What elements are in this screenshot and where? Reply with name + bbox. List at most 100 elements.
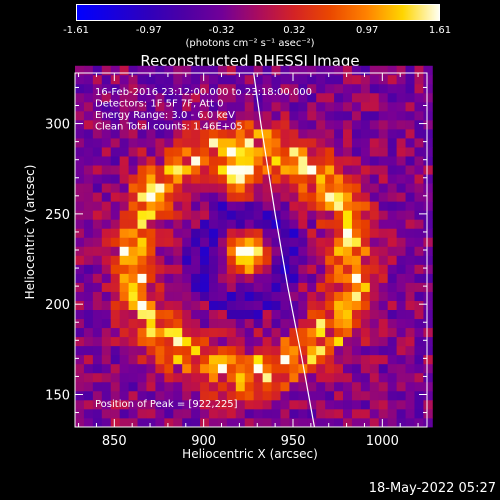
heatmap-cell bbox=[262, 65, 272, 76]
heatmap-cell bbox=[128, 291, 138, 301]
heatmap-cell bbox=[75, 128, 85, 139]
heatmap-cell bbox=[191, 336, 201, 347]
heatmap-cell bbox=[334, 336, 344, 347]
heatmap-cell bbox=[137, 345, 147, 356]
heatmap-cell bbox=[217, 228, 228, 238]
heatmap-cell bbox=[226, 246, 237, 256]
heatmap-cell bbox=[209, 345, 219, 356]
heatmap-cell bbox=[209, 147, 219, 157]
heatmap-cell bbox=[253, 282, 264, 292]
heatmap-cell bbox=[92, 327, 103, 338]
heatmap-cell bbox=[405, 363, 415, 374]
heatmap-cell bbox=[307, 282, 317, 292]
heatmap-cell bbox=[387, 309, 398, 320]
heatmap-cell bbox=[325, 363, 335, 374]
heatmap-cell bbox=[209, 300, 219, 311]
heatmap-cell bbox=[200, 219, 210, 229]
heatmap-cell bbox=[307, 300, 317, 311]
heatmap-cell bbox=[137, 65, 147, 76]
heatmap-cell bbox=[378, 165, 389, 175]
heatmap-cell bbox=[289, 237, 299, 247]
heatmap-cell bbox=[75, 74, 85, 85]
heatmap-cell bbox=[75, 318, 85, 329]
heatmap-cell bbox=[164, 363, 174, 374]
heatmap-cell bbox=[360, 83, 371, 94]
heatmap-cell bbox=[280, 201, 290, 211]
heatmap-cell bbox=[191, 345, 201, 356]
heatmap-cell bbox=[101, 147, 112, 157]
heatmap-cell bbox=[226, 201, 237, 211]
heatmap-cell bbox=[119, 372, 130, 383]
heatmap-cell bbox=[155, 309, 165, 320]
heatmap-cell bbox=[128, 147, 138, 157]
heatmap-cell bbox=[173, 74, 183, 85]
heatmap-cell bbox=[244, 354, 255, 365]
heatmap-cell bbox=[191, 201, 201, 211]
heatmap-cell bbox=[200, 345, 210, 356]
heatmap-cell bbox=[334, 128, 344, 139]
heatmap-cell bbox=[414, 119, 424, 130]
heatmap-cell bbox=[387, 156, 398, 166]
heatmap-cell bbox=[75, 119, 85, 130]
heatmap-cell bbox=[280, 282, 290, 292]
heatmap-cell bbox=[182, 300, 192, 311]
heatmap-cell bbox=[262, 390, 272, 401]
heatmap-cell bbox=[101, 345, 112, 356]
heatmap-cell bbox=[271, 183, 281, 193]
heatmap-cell bbox=[244, 282, 255, 292]
heatmap-cell bbox=[200, 165, 210, 175]
heatmap-cell bbox=[119, 354, 130, 365]
heatmap-cell bbox=[253, 92, 264, 103]
heatmap-cell bbox=[235, 237, 246, 247]
heatmap-cell bbox=[83, 201, 94, 211]
heatmap-cell bbox=[92, 408, 103, 419]
heatmap-cell bbox=[253, 165, 264, 175]
colorbar-tick-label: 0.97 bbox=[356, 25, 379, 36]
heatmap-cell bbox=[387, 237, 398, 247]
heatmap-cell bbox=[110, 372, 121, 383]
heatmap-cell bbox=[182, 336, 192, 347]
heatmap-cell bbox=[164, 273, 174, 283]
heatmap-cell bbox=[173, 300, 183, 311]
heatmap-cell bbox=[226, 165, 237, 175]
heatmap-cell bbox=[110, 110, 121, 121]
heatmap-cell bbox=[226, 74, 237, 85]
heatmap-cell bbox=[137, 291, 147, 301]
heatmap-cell bbox=[378, 219, 389, 229]
heatmap-cell bbox=[378, 336, 389, 347]
heatmap-cell bbox=[83, 255, 94, 265]
heatmap-cell bbox=[146, 336, 156, 347]
heatmap-cell bbox=[423, 408, 433, 419]
heatmap-cell bbox=[226, 192, 237, 202]
heatmap-cell bbox=[217, 363, 228, 374]
heatmap-cell bbox=[191, 318, 201, 329]
heatmap-cell bbox=[155, 363, 165, 374]
heatmap-cell bbox=[325, 138, 335, 148]
heatmap-cell bbox=[244, 74, 255, 85]
heatmap-cell bbox=[298, 128, 308, 139]
heatmap-cell bbox=[182, 101, 192, 112]
heatmap-cell bbox=[92, 255, 103, 265]
heatmap-cell bbox=[307, 128, 317, 139]
heatmap-cell bbox=[423, 273, 433, 283]
heatmap-cell bbox=[289, 309, 299, 320]
heatmap-cell bbox=[83, 92, 94, 103]
heatmap-cell bbox=[369, 354, 380, 365]
annotation-line: Detectors: 1F 5F 7F, Att 0 bbox=[95, 99, 223, 110]
heatmap-cell bbox=[119, 300, 130, 311]
heatmap-cell bbox=[405, 83, 415, 94]
heatmap-cell bbox=[235, 210, 246, 220]
heatmap-cell bbox=[325, 65, 335, 76]
heatmap-cell bbox=[387, 273, 398, 283]
heatmap-cell bbox=[414, 354, 424, 365]
heatmap-cell bbox=[387, 417, 398, 428]
heatmap-cell bbox=[226, 390, 237, 401]
heatmap-cell bbox=[110, 192, 121, 202]
heatmap-cell bbox=[423, 65, 433, 76]
heatmap-cell bbox=[307, 345, 317, 356]
heatmap-cell bbox=[83, 83, 94, 94]
heatmap-cell bbox=[235, 399, 246, 410]
heatmap-cell bbox=[182, 363, 192, 374]
heatmap-cell bbox=[298, 372, 308, 383]
